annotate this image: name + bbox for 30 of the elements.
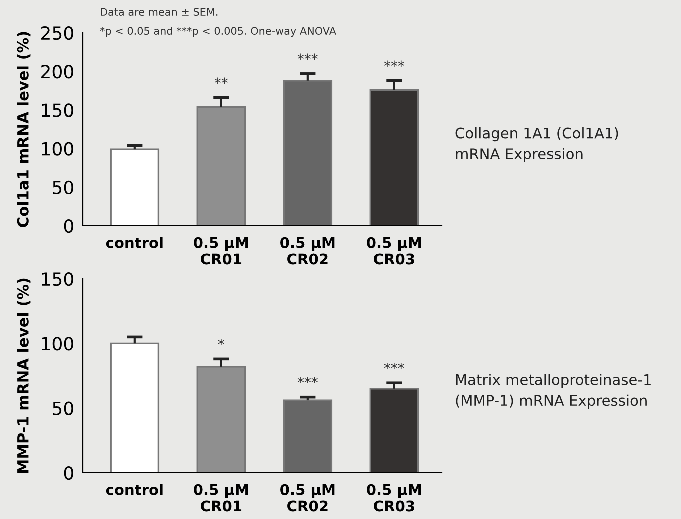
- x-tick-label: 0.5 µM CR03: [367, 237, 422, 265]
- y-tick-label: 200: [42, 65, 74, 79]
- y-axis-title: Col1a1 mRNA level (%): [17, 32, 31, 228]
- y-tick-label: 100: [42, 142, 74, 156]
- annotation: **: [214, 78, 228, 84]
- x-tick-label: 0.5 µM CR02: [280, 484, 335, 512]
- x-tick-label: 0.5 µM CR01: [194, 237, 248, 265]
- y-tick-label: 250: [42, 26, 74, 40]
- annotation: ***: [298, 54, 318, 60]
- y-tick-label: 50: [53, 180, 74, 195]
- y-tick-label: 150: [42, 104, 74, 118]
- x-tick-label: 0.5 µM CR02: [280, 237, 335, 265]
- x-tick-label: 0.5 µM CR03: [367, 484, 422, 512]
- annotation: ***: [298, 377, 318, 384]
- text: Collagen 1A1 (Col1A1) mRNA Expression: [456, 128, 618, 162]
- y-tick-label: 0: [64, 466, 74, 480]
- y-tick-label: 100: [42, 337, 74, 351]
- annotation: *p < 0.05 and ***p < 0.005. One-way ANOVA: [100, 26, 336, 38]
- text: Matrix metalloproteinase-1 (MMP-1) mRNA Expression: [456, 374, 651, 409]
- y-axis-title: MMP-1 mRNA level (%): [17, 278, 31, 474]
- y-tick-label: 0: [64, 219, 74, 234]
- annotation: *: [218, 339, 224, 346]
- y-tick-label: 150: [42, 272, 74, 286]
- x-tick-label: control: [106, 484, 163, 496]
- annotation: ***: [384, 362, 404, 370]
- x-tick-label: control: [106, 237, 163, 248]
- annotation: ***: [384, 60, 404, 68]
- x-tick-label: 0.5 µM CR01: [194, 484, 248, 512]
- text: Data are mean ± SEM.: [101, 8, 218, 16]
- y-tick-label: 50: [53, 402, 74, 416]
